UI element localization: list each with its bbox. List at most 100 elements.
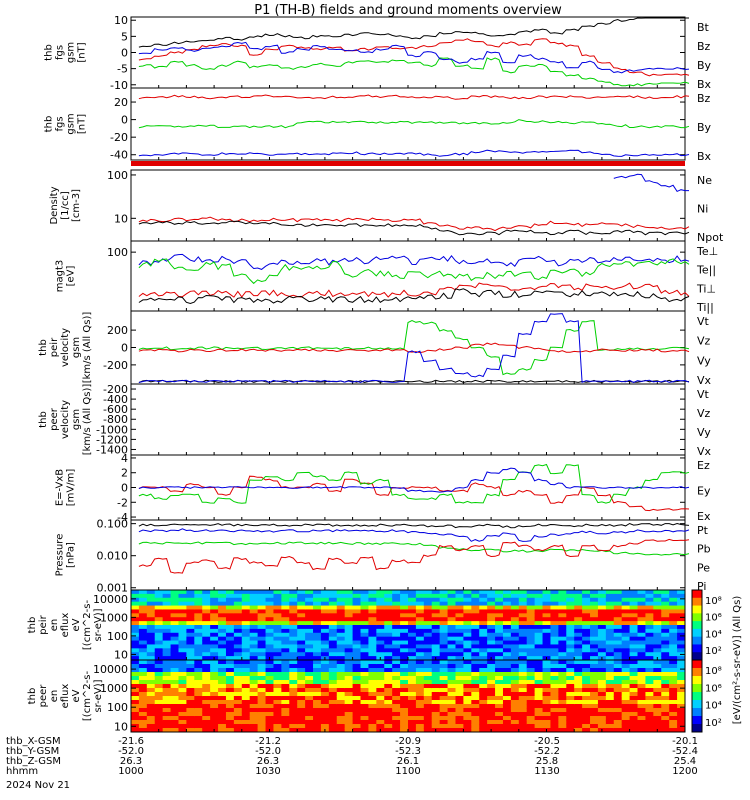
spectrogram-cell [210, 632, 219, 638]
spectrogram-cell [281, 696, 290, 701]
footer-row-label: hhmm [6, 766, 38, 777]
spectrogram-cell [526, 656, 536, 661]
spectrogram-cell [471, 712, 480, 717]
spectrogram-cell [558, 660, 567, 665]
spectrogram-cell [637, 625, 646, 630]
spectrogram-cell [178, 628, 187, 634]
spectrogram-cell [210, 704, 219, 709]
spectrogram-cell [162, 605, 172, 610]
spectrogram-cell [297, 636, 306, 642]
spectrogram-cell [653, 704, 662, 709]
spectrogram-cell [344, 648, 354, 653]
spectrogram-cell [629, 593, 639, 599]
panel-frame [130, 169, 686, 242]
spectrogram-cell [297, 628, 306, 634]
spectrogram-cell [566, 692, 575, 697]
y-axis-label: sr-eV)] [93, 608, 104, 641]
spectrogram-cell [423, 609, 433, 614]
spectrogram-cell [194, 636, 203, 642]
spectrogram-cell [526, 632, 536, 638]
spectrogram-cell [542, 664, 551, 669]
spectrogram-cell [328, 728, 338, 733]
series-line [138, 313, 690, 384]
spectrogram-cell [487, 613, 496, 618]
spectrogram-cell [138, 625, 148, 630]
footer-value: 26.1 [397, 756, 419, 767]
spectrogram-cell [225, 684, 235, 689]
spectrogram-cell [629, 724, 639, 729]
spectrogram-cell [131, 601, 140, 607]
spectrogram-cell [518, 636, 528, 642]
spectrogram-cell [645, 716, 654, 721]
spectrogram-cell [138, 668, 148, 673]
spectrogram-cell [344, 664, 354, 669]
spectrogram-cell [669, 593, 678, 599]
y-tick-label: -600 [103, 403, 128, 416]
spectrogram-cell [566, 605, 575, 610]
y-axis-label: magt3 [55, 260, 66, 293]
spectrogram-cell [495, 684, 504, 689]
spectrogram-cell [423, 632, 433, 638]
spectrogram-cell [186, 720, 195, 725]
spectrogram-cell [463, 672, 472, 677]
spectrogram-cell [471, 660, 480, 665]
spectrogram-cell [376, 696, 385, 701]
spectrogram-cell [502, 720, 512, 725]
spectrogram-cell [336, 601, 346, 607]
spectrogram-cell [605, 590, 615, 595]
spectrogram-cell [265, 632, 274, 638]
spectrogram-cell [146, 664, 156, 669]
spectrogram-cell [605, 668, 615, 673]
spectrogram-cell [566, 720, 575, 725]
spectrogram-cell [146, 636, 156, 642]
y-axis-label: eV [71, 618, 82, 631]
spectrogram-cell [558, 605, 567, 610]
spectrogram-cell [225, 696, 235, 701]
y-tick-label: 10 [114, 14, 128, 27]
spectrogram-cell [265, 636, 274, 642]
y-axis-label: [1/cc] [60, 191, 71, 220]
spectrogram-cell [502, 716, 512, 721]
spectrogram-cell [495, 676, 504, 681]
spectrogram-cell [154, 676, 164, 681]
spectrogram-cell [582, 680, 591, 685]
spectrogram-cell [328, 664, 338, 669]
spectrogram-cell [178, 720, 187, 725]
spectrogram-cell [154, 716, 164, 721]
spectrogram-cell [218, 648, 227, 653]
y-axis-label: peer [49, 407, 60, 431]
spectrogram-cell [526, 628, 536, 634]
spectrogram-cell [408, 648, 417, 653]
spectrogram-cell [328, 628, 338, 634]
spectrogram-cell [487, 676, 496, 681]
spectrogram-cell [344, 632, 354, 638]
spectrogram-cell [479, 728, 488, 733]
spectrogram-cell [392, 728, 401, 733]
spectrogram-cell [210, 644, 219, 649]
series-line [138, 216, 690, 232]
spectrogram-cell [566, 700, 575, 705]
series-line [138, 119, 690, 129]
spectrogram-cell [542, 648, 551, 653]
spectrogram-cell [328, 593, 338, 599]
spectrogram-cell [574, 696, 583, 701]
spectrogram-cell [344, 636, 354, 642]
spectrogram-cell [257, 704, 267, 709]
spectrogram-cell [313, 632, 322, 638]
spectrogram-cell [131, 720, 140, 725]
y-axis-label: peer [38, 684, 49, 708]
spectrogram-cell [313, 625, 322, 630]
footer-value: 1200 [672, 766, 697, 777]
y-tick-label: 0.100 [97, 518, 129, 531]
spectrogram-cell [131, 684, 140, 689]
spectrogram-cell [218, 590, 227, 595]
spectrogram-cell [178, 648, 187, 653]
spectrogram-cell [613, 640, 623, 645]
spectrogram-cell [186, 617, 195, 622]
spectrogram-cell [550, 672, 559, 677]
spectrogram-cell [305, 640, 314, 645]
spectrogram-cell [281, 605, 290, 610]
spectrogram-cell [360, 656, 369, 661]
spectrogram-cell [344, 609, 354, 614]
